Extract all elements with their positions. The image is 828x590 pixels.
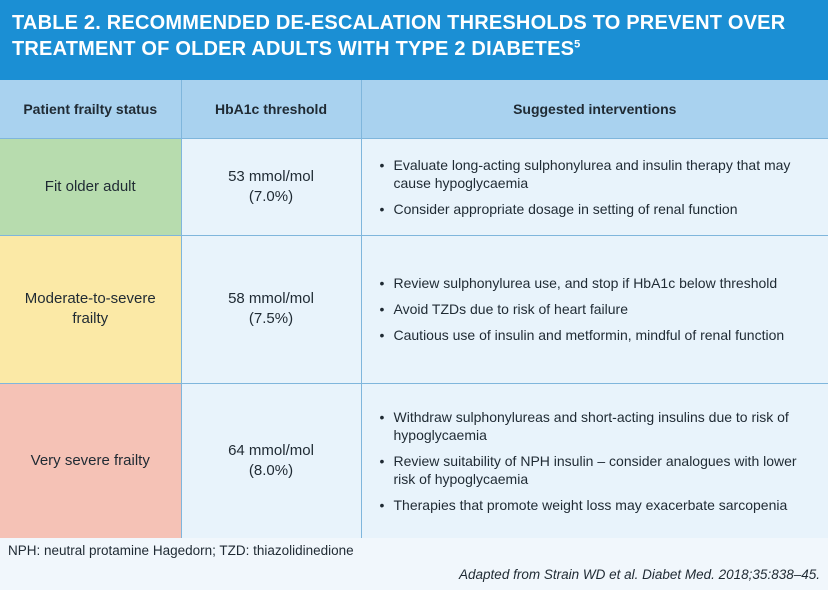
threshold-mmol: 64 mmol/mol (228, 441, 314, 459)
status-severe: Very severe frailty (0, 382, 182, 539)
interventions-list: Review sulphonylurea use, and stop if Hb… (376, 274, 821, 344)
table-row: Very severe frailty 64 mmol/mol (8.0%) W… (0, 382, 828, 539)
header-status: Patient frailty status (0, 80, 182, 139)
table-footer: NPH: neutral protamine Hagedorn; TZD: th… (0, 538, 828, 590)
table-title: TABLE 2. RECOMMENDED DE-ESCALATION THRES… (0, 0, 828, 80)
threshold-cell: 64 mmol/mol (8.0%) (180, 382, 362, 539)
status-label: Fit older adult (44, 177, 136, 195)
table-row: Moderate-to-severe frailty 58 mmol/mol (… (0, 234, 828, 384)
list-item: Cautious use of insulin and metformin, m… (376, 326, 821, 344)
threshold-cell: 58 mmol/mol (7.5%) (180, 234, 362, 384)
interventions-list: Evaluate long-acting sulphonylurea and i… (376, 156, 821, 218)
thresholds-table: Patient frailty status HbA1c threshold S… (0, 80, 828, 539)
list-item: Evaluate long-acting sulphonylurea and i… (376, 156, 821, 192)
header-row: Patient frailty status HbA1c threshold S… (0, 80, 828, 139)
threshold-percent: (7.5%) (248, 310, 294, 327)
list-item: Review suitability of NPH insulin – cons… (376, 452, 821, 488)
threshold-mmol: 58 mmol/mol (228, 290, 314, 307)
title-line-1: TABLE 2. RECOMMENDED DE-ESCALATION THRES… (12, 12, 786, 34)
list-item: Consider appropriate dosage in setting o… (376, 200, 821, 218)
threshold-mmol: 53 mmol/mol (228, 167, 314, 185)
title-reference: 5 (574, 38, 581, 51)
threshold-percent: (8.0%) (248, 461, 294, 479)
abbreviations-footnote: NPH: neutral protamine Hagedorn; TZD: th… (8, 543, 354, 558)
title-line-2: TREATMENT OF OLDER ADULTS WITH TYPE 2 DI… (12, 36, 816, 62)
list-item: Withdraw sulphonylureas and short-acting… (376, 408, 821, 444)
list-item: Therapies that promote weight loss may e… (376, 496, 821, 514)
status-fit: Fit older adult (0, 137, 182, 236)
header-interventions: Suggested interventions (360, 80, 828, 139)
threshold-percent: (7.0%) (248, 187, 294, 205)
title-line-2-text: TREATMENT OF OLDER ADULTS WITH TYPE 2 DI… (12, 38, 575, 60)
source-citation: Adapted from Strain WD et al. Diabet Med… (459, 567, 820, 582)
status-moderate: Moderate-to-severe frailty (0, 234, 182, 384)
list-item: Review sulphonylurea use, and stop if Hb… (376, 274, 821, 292)
interventions-cell: Evaluate long-acting sulphonylurea and i… (360, 137, 828, 236)
interventions-cell: Review sulphonylurea use, and stop if Hb… (360, 234, 828, 384)
header-threshold: HbA1c threshold (180, 80, 362, 139)
threshold-cell: 53 mmol/mol (7.0%) (180, 137, 362, 236)
list-item: Avoid TZDs due to risk of heart failure (376, 300, 821, 318)
status-label: Very severe frailty (30, 451, 150, 469)
interventions-cell: Withdraw sulphonylureas and short-acting… (360, 382, 828, 539)
interventions-list: Withdraw sulphonylureas and short-acting… (376, 408, 821, 514)
status-label: Moderate-to-severe frailty (24, 290, 156, 327)
table-row: Fit older adult 53 mmol/mol (7.0%) Evalu… (0, 137, 828, 236)
